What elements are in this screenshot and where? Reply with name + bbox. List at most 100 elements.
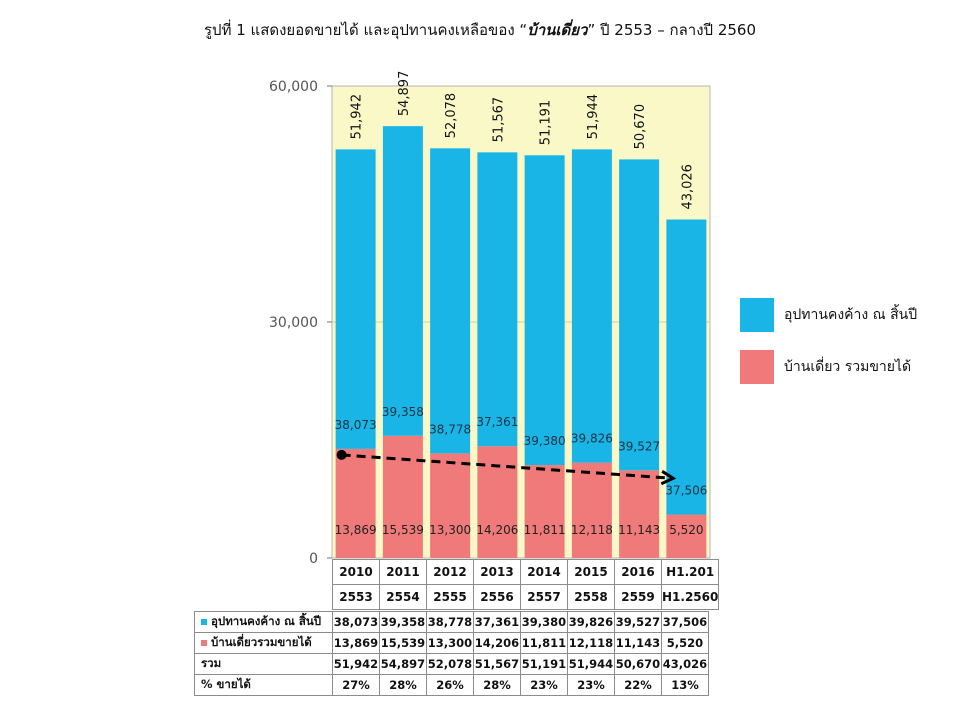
x-category-label: 2012 <box>426 559 474 585</box>
table-cell: 13% <box>661 674 709 696</box>
legend-item-sold: บ้านเดี่ยว รวมขายได้ <box>740 350 917 384</box>
table-cell: 52,078 <box>426 653 474 675</box>
x-category-label-be: H1.2560 <box>660 584 720 610</box>
table-cell: 51,942 <box>332 653 380 675</box>
table-cell: 39,380 <box>520 611 568 633</box>
x-category-label-be: 2559 <box>614 584 662 610</box>
data-label-total: 50,670 <box>633 104 648 150</box>
data-label-supply: 38,778 <box>429 422 471 436</box>
data-label-sold: 15,539 <box>382 523 424 537</box>
bar-supply <box>335 149 376 449</box>
y-tick-label: 60,000 <box>269 79 318 95</box>
legend: อุปทานคงค้าง ณ สิ้นปี บ้านเดี่ยว รวมขายไ… <box>740 298 917 402</box>
data-label-total: 51,567 <box>491 97 506 143</box>
table-row: รวม 51,942 54,897 52,078 51,567 51,191 51,944 5… <box>194 653 709 675</box>
data-label-supply: 39,358 <box>382 405 424 419</box>
bar-sold <box>666 514 707 558</box>
data-label-sold: 11,811 <box>524 523 566 537</box>
table-cell: 38,778 <box>426 611 474 633</box>
x-category-label: 2016 <box>614 559 662 585</box>
data-table: อุปทานคงค้าง ณ สิ้นปี 38,073 39,358 38,778 3… <box>194 611 709 696</box>
x-category-label: 2011 <box>379 559 427 585</box>
x-axis-category-header: 2010 2011 2012 2013 2014 2015 2016 H1.201 2553 2… <box>332 559 720 610</box>
table-cell: 26% <box>426 674 474 696</box>
data-label-total: 51,191 <box>539 100 554 146</box>
data-label-sold: 5,520 <box>669 523 703 537</box>
data-label-total: 54,897 <box>397 71 412 117</box>
x-category-label-be: 2553 <box>332 584 380 610</box>
x-category-label: 2014 <box>520 559 568 585</box>
bar-sold <box>430 453 471 558</box>
data-label-supply: 38,073 <box>335 418 377 432</box>
table-cell: 12,118 <box>567 632 615 654</box>
row-color-marker <box>201 639 207 646</box>
legend-swatch-supply <box>740 298 774 332</box>
table-cell: 13,869 <box>332 632 380 654</box>
data-label-supply: 37,506 <box>665 484 707 498</box>
table-cell: 28% <box>379 674 427 696</box>
title-suffix: ” ปี 2553 – กลางปี 2560 <box>587 21 756 39</box>
table-cell: 37,361 <box>473 611 521 633</box>
table-row: บ้านเดี่ยวรวมขายได้ 13,869 15,539 13,300 14,… <box>194 632 709 654</box>
row-header: อุปทานคงค้าง ณ สิ้นปี <box>194 611 333 633</box>
x-category-label-be: 2556 <box>473 584 521 610</box>
legend-label-sold: บ้านเดี่ยว รวมขายได้ <box>784 359 912 375</box>
table-cell: 23% <box>567 674 615 696</box>
row-color-marker <box>201 618 207 625</box>
table-cell: 54,897 <box>379 653 427 675</box>
bar-sold <box>571 462 612 558</box>
table-cell: 51,944 <box>567 653 615 675</box>
trend-arrow-line <box>341 453 674 480</box>
data-label-total: 43,026 <box>680 164 695 210</box>
table-cell: 5,520 <box>661 632 709 654</box>
data-label-total: 51,942 <box>350 94 365 140</box>
bar-supply <box>382 126 423 436</box>
x-category-label: H1.201 <box>660 559 720 585</box>
bar-supply <box>524 155 565 466</box>
bar-sold <box>382 435 423 558</box>
legend-item-supply: อุปทานคงค้าง ณ สิ้นปี <box>740 298 917 332</box>
table-row: % ขายได้ 27% 28% 26% 28% 23% 23% 22% 13% <box>194 674 709 696</box>
bar-supply <box>430 148 471 454</box>
table-row: อุปทานคงค้าง ณ สิ้นปี 38,073 39,358 38,778 3… <box>194 611 709 633</box>
bar-supply <box>571 149 612 463</box>
x-category-label-be: 2555 <box>426 584 474 610</box>
bar-sold <box>619 470 660 558</box>
legend-label-supply: อุปทานคงค้าง ณ สิ้นปี <box>784 307 918 323</box>
title-prefix: รูปที่ 1 แสดงยอดขายได้ และอุปทานคงเหลือข… <box>203 21 528 39</box>
table-cell: 27% <box>332 674 380 696</box>
x-category-label: 2010 <box>332 559 380 585</box>
table-cell: 39,358 <box>379 611 427 633</box>
table-cell: 13,300 <box>426 632 474 654</box>
bar-sold <box>335 448 376 558</box>
table-cell: 11,811 <box>520 632 568 654</box>
table-cell: 51,191 <box>520 653 568 675</box>
table-cell: 15,539 <box>379 632 427 654</box>
bar-supply <box>477 152 518 447</box>
table-cell: 37,506 <box>661 611 709 633</box>
table-cell: 38,073 <box>332 611 380 633</box>
y-tick-label: 30,000 <box>269 315 318 331</box>
table-cell: 22% <box>614 674 662 696</box>
trend-arrow-head <box>660 470 677 486</box>
table-cell: 43,026 <box>661 653 709 675</box>
chart-title: รูปที่ 1 แสดงยอดขายได้ และอุปทานคงเหลือข… <box>0 18 960 42</box>
table-cell: 11,143 <box>614 632 662 654</box>
data-label-sold: 13,300 <box>429 523 471 537</box>
table-cell: 39,826 <box>567 611 615 633</box>
row-header: รวม <box>194 653 333 675</box>
data-label-total: 52,078 <box>444 93 459 139</box>
data-label-supply: 39,380 <box>524 434 566 448</box>
data-label-supply: 39,527 <box>618 439 660 453</box>
y-tick-label: 0 <box>309 551 318 567</box>
data-label-total: 51,944 <box>586 94 601 140</box>
bar-sold <box>524 465 565 558</box>
legend-swatch-sold <box>740 350 774 384</box>
table-cell: 51,567 <box>473 653 521 675</box>
row-header: % ขายได้ <box>194 674 333 696</box>
data-label-sold: 12,118 <box>571 523 613 537</box>
x-category-label: 2013 <box>473 559 521 585</box>
data-label-sold: 14,206 <box>476 523 518 537</box>
x-category-label-be: 2558 <box>567 584 615 610</box>
